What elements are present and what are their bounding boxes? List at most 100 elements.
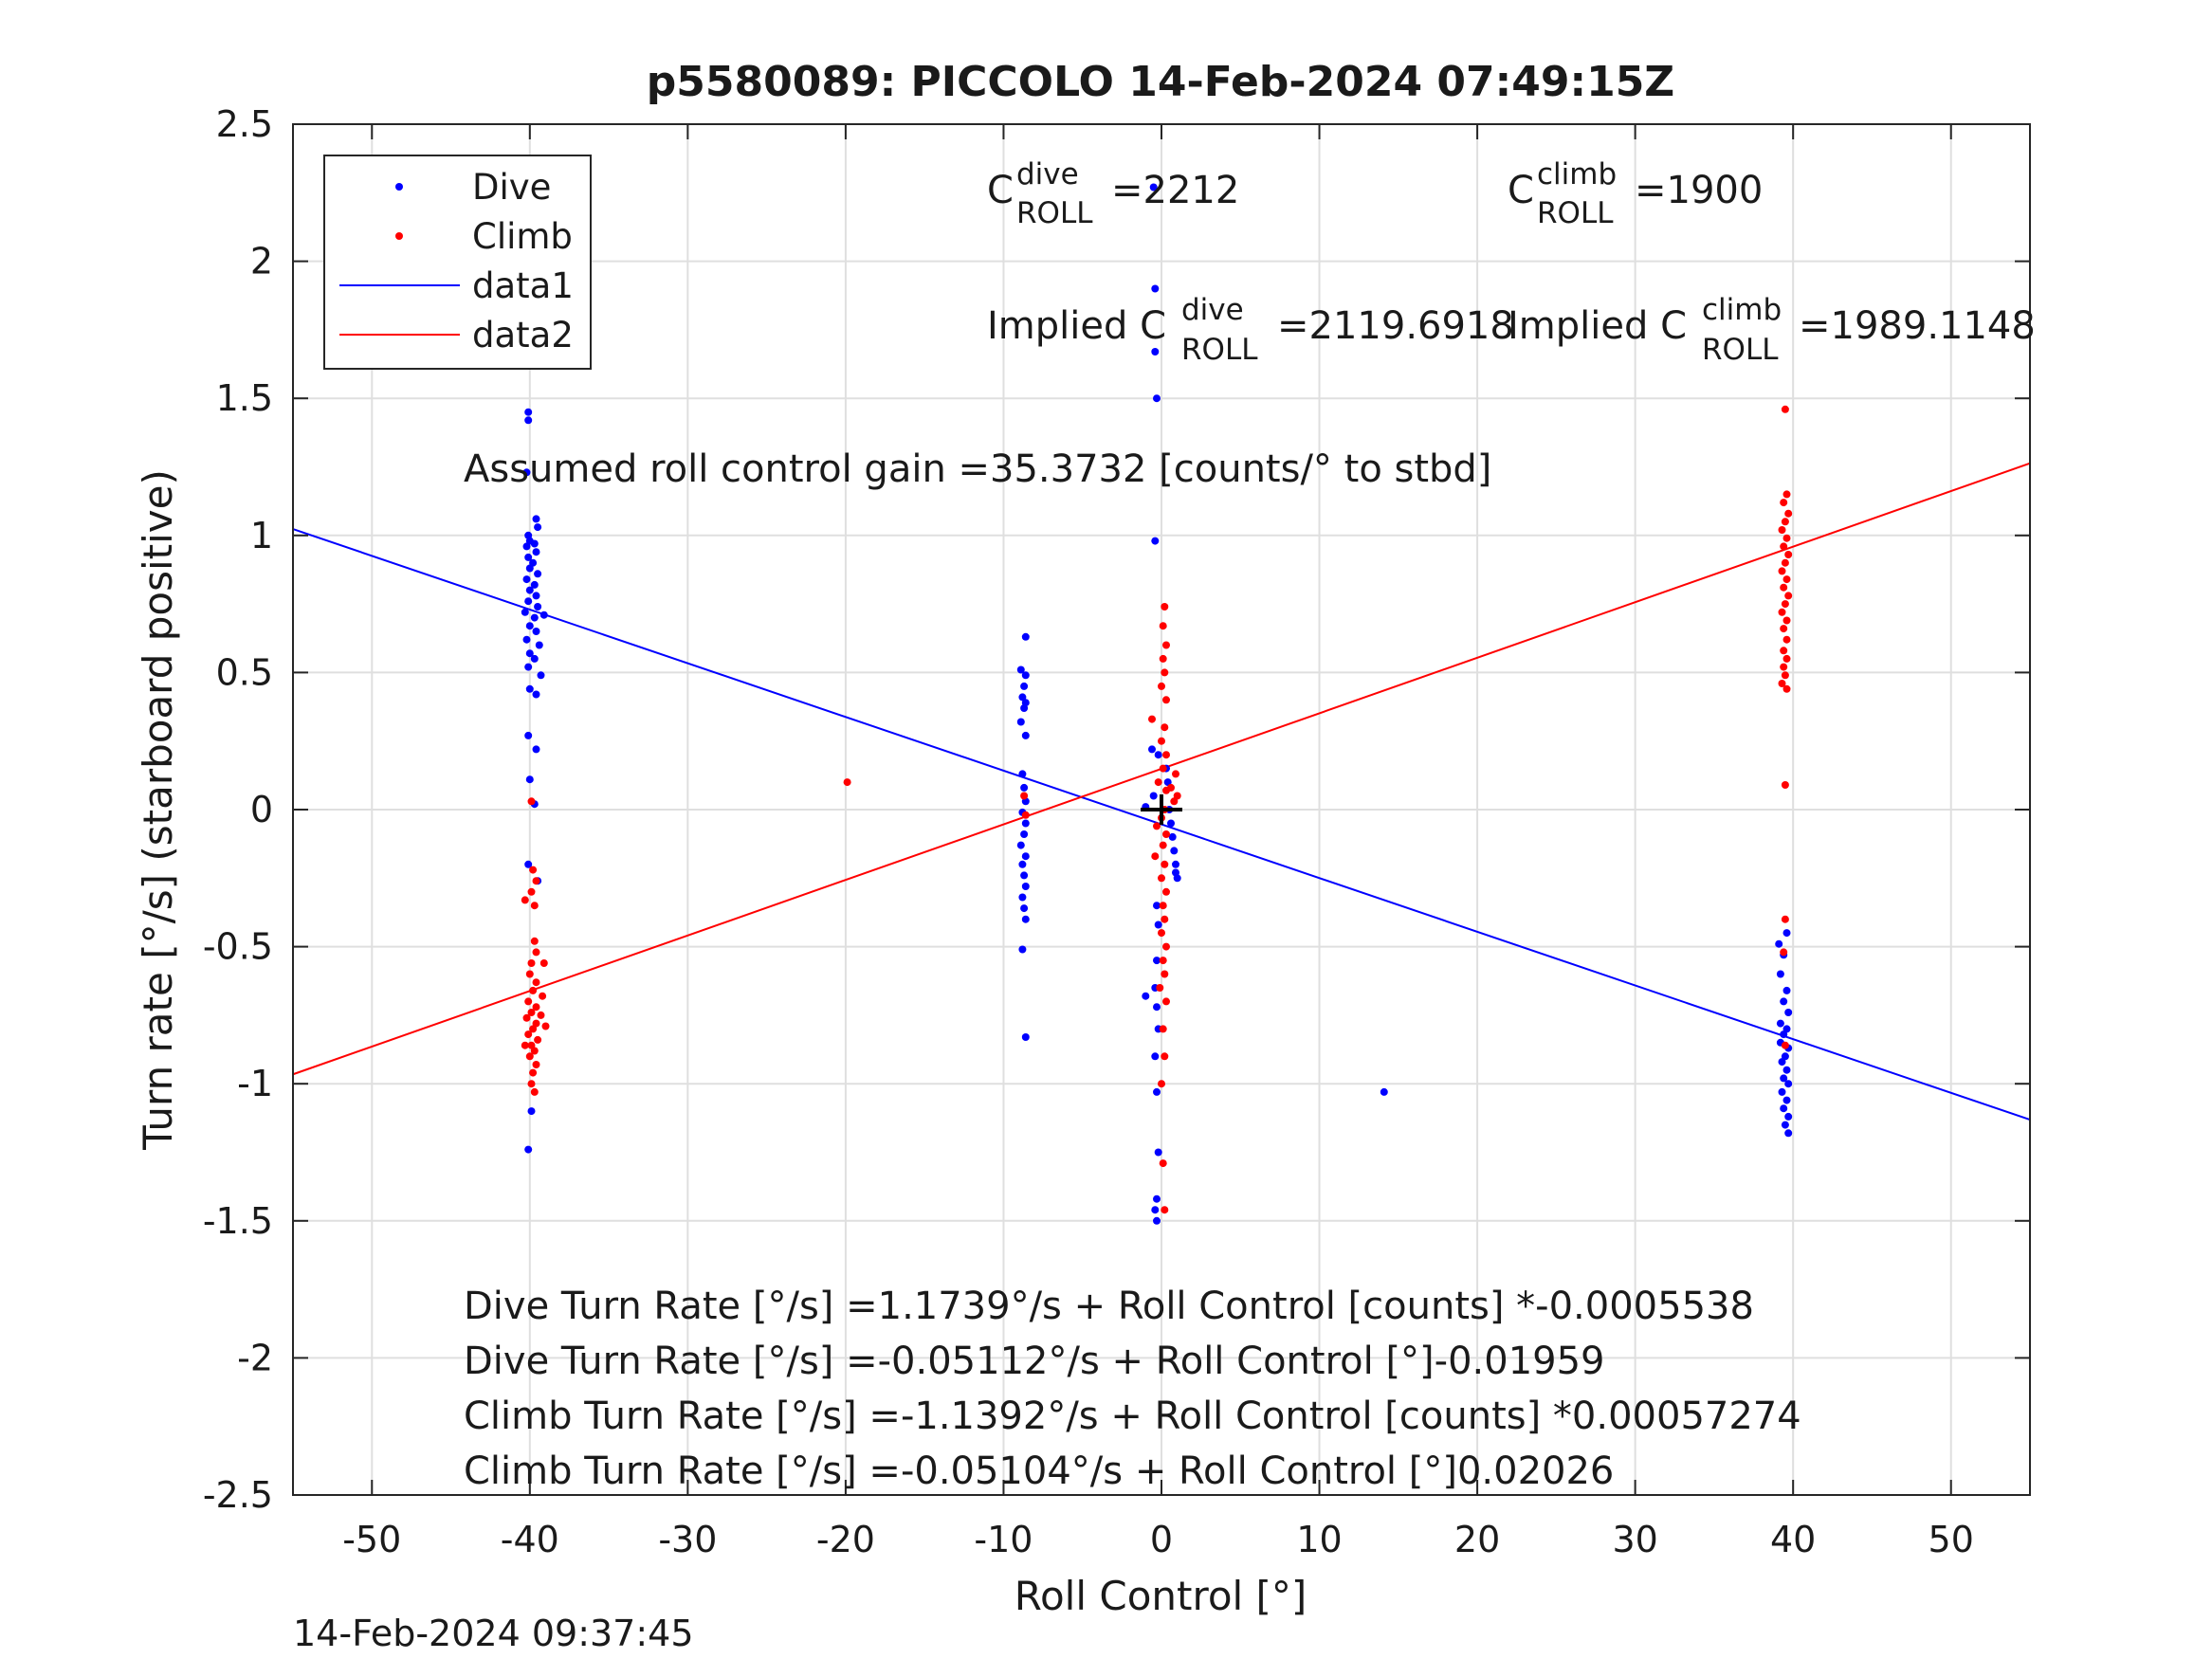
point-climb [1780, 663, 1788, 671]
x-tick-label: 0 [1150, 1519, 1173, 1560]
point-climb [1782, 575, 1791, 584]
point-dive [524, 408, 533, 416]
point-climb [1780, 647, 1788, 655]
point-climb [1781, 781, 1789, 789]
point-climb [1161, 1206, 1169, 1214]
y-tick-label: -0.5 [203, 926, 273, 968]
point-climb [530, 902, 539, 910]
point-dive [522, 468, 531, 477]
point-dive [534, 570, 542, 578]
point-dive [1021, 1033, 1030, 1041]
c-dive-sup: dive [1016, 157, 1079, 191]
point-dive [1781, 1052, 1789, 1061]
point-climb [1161, 723, 1169, 732]
point-dive [1168, 832, 1177, 841]
point-dive [529, 558, 538, 567]
x-tick-label: 40 [1770, 1519, 1816, 1560]
point-dive [537, 671, 545, 680]
point-dive [1163, 778, 1172, 787]
implied-climb-sub: ROLL [1702, 333, 1779, 367]
chart-title: p5580089: PICCOLO 14-Feb-2024 07:49:15Z [647, 58, 1674, 106]
point-dive [1016, 841, 1025, 849]
point-dive [1020, 871, 1029, 880]
point-climb [1161, 860, 1169, 868]
point-climb [1778, 680, 1786, 687]
point-climb [1161, 1052, 1169, 1061]
point-climb [1161, 915, 1169, 923]
point-dive [1021, 671, 1030, 680]
point-climb [1780, 499, 1788, 507]
x-tick-label: -20 [816, 1519, 875, 1560]
point-dive [532, 690, 540, 699]
point-climb [1161, 603, 1169, 611]
x-tick-label: 50 [1929, 1519, 1974, 1560]
point-dive [1778, 1087, 1786, 1096]
point-climb [530, 937, 539, 945]
point-dive [1020, 904, 1029, 913]
point-dive [1780, 1074, 1788, 1083]
point-climb [1159, 1159, 1167, 1168]
x-tick-label: -10 [974, 1519, 1033, 1560]
point-dive [534, 523, 542, 532]
x-tick-label: -30 [658, 1519, 717, 1560]
point-climb [1172, 770, 1179, 778]
point-dive [525, 564, 534, 573]
point-dive [525, 684, 534, 693]
point-dive [1018, 945, 1027, 954]
point-dive [1151, 348, 1160, 356]
point-dive [524, 416, 533, 425]
point-dive [1780, 997, 1788, 1006]
x-tick-label: 20 [1454, 1519, 1500, 1560]
x-tick-label: -40 [501, 1519, 559, 1560]
point-climb [1782, 616, 1791, 625]
point-climb [1781, 671, 1789, 680]
point-climb [1159, 654, 1167, 663]
point-climb [1170, 797, 1179, 806]
point-dive [1021, 883, 1030, 890]
point-dive [1782, 1096, 1791, 1104]
point-climb [1778, 526, 1786, 534]
point-dive [1784, 1112, 1793, 1121]
center-marker [1141, 794, 1182, 825]
c-dive-value: =2212 [1111, 169, 1239, 212]
point-dive [532, 548, 540, 556]
point-dive [1018, 770, 1027, 778]
point-dive [1020, 682, 1029, 690]
c-climb-sup: climb [1537, 157, 1617, 191]
y-axis-ticks: 2.5 2 1.5 1 0.5 0 -0.5 -1 -1.5 -2 -2.5 [203, 103, 2030, 1516]
c-climb-base: C [1508, 169, 1534, 212]
point-dive [1154, 1148, 1162, 1157]
point-climb [1162, 942, 1170, 951]
point-dive [1781, 1121, 1789, 1129]
point-dive [1780, 1104, 1788, 1113]
point-dive [1167, 819, 1175, 828]
point-dive [1784, 1129, 1793, 1138]
point-dive [1021, 819, 1030, 828]
y-tick-label: 2.5 [216, 103, 273, 145]
point-climb [529, 986, 538, 994]
point-climb [1020, 792, 1029, 800]
point-climb [529, 1025, 538, 1033]
legend-dive-marker [395, 183, 403, 191]
point-dive [524, 597, 533, 606]
point-climb [532, 877, 540, 885]
point-climb [532, 1003, 540, 1012]
point-climb [534, 1035, 542, 1044]
point-dive [525, 649, 534, 658]
point-dive [535, 641, 543, 649]
point-dive [1153, 1003, 1161, 1012]
point-climb [1162, 997, 1170, 1006]
c-climb-value: =1900 [1635, 169, 1763, 212]
y-tick-label: 0 [250, 789, 273, 830]
point-climb [1781, 558, 1789, 567]
point-climb [522, 1013, 531, 1022]
point-climb [1167, 783, 1175, 792]
legend-climb-marker [395, 232, 403, 240]
point-climb [527, 1080, 536, 1088]
point-dive [1021, 915, 1030, 923]
point-dive [525, 586, 534, 594]
point-climb [1782, 490, 1791, 499]
point-climb [1156, 984, 1164, 992]
point-dive [1151, 284, 1160, 293]
